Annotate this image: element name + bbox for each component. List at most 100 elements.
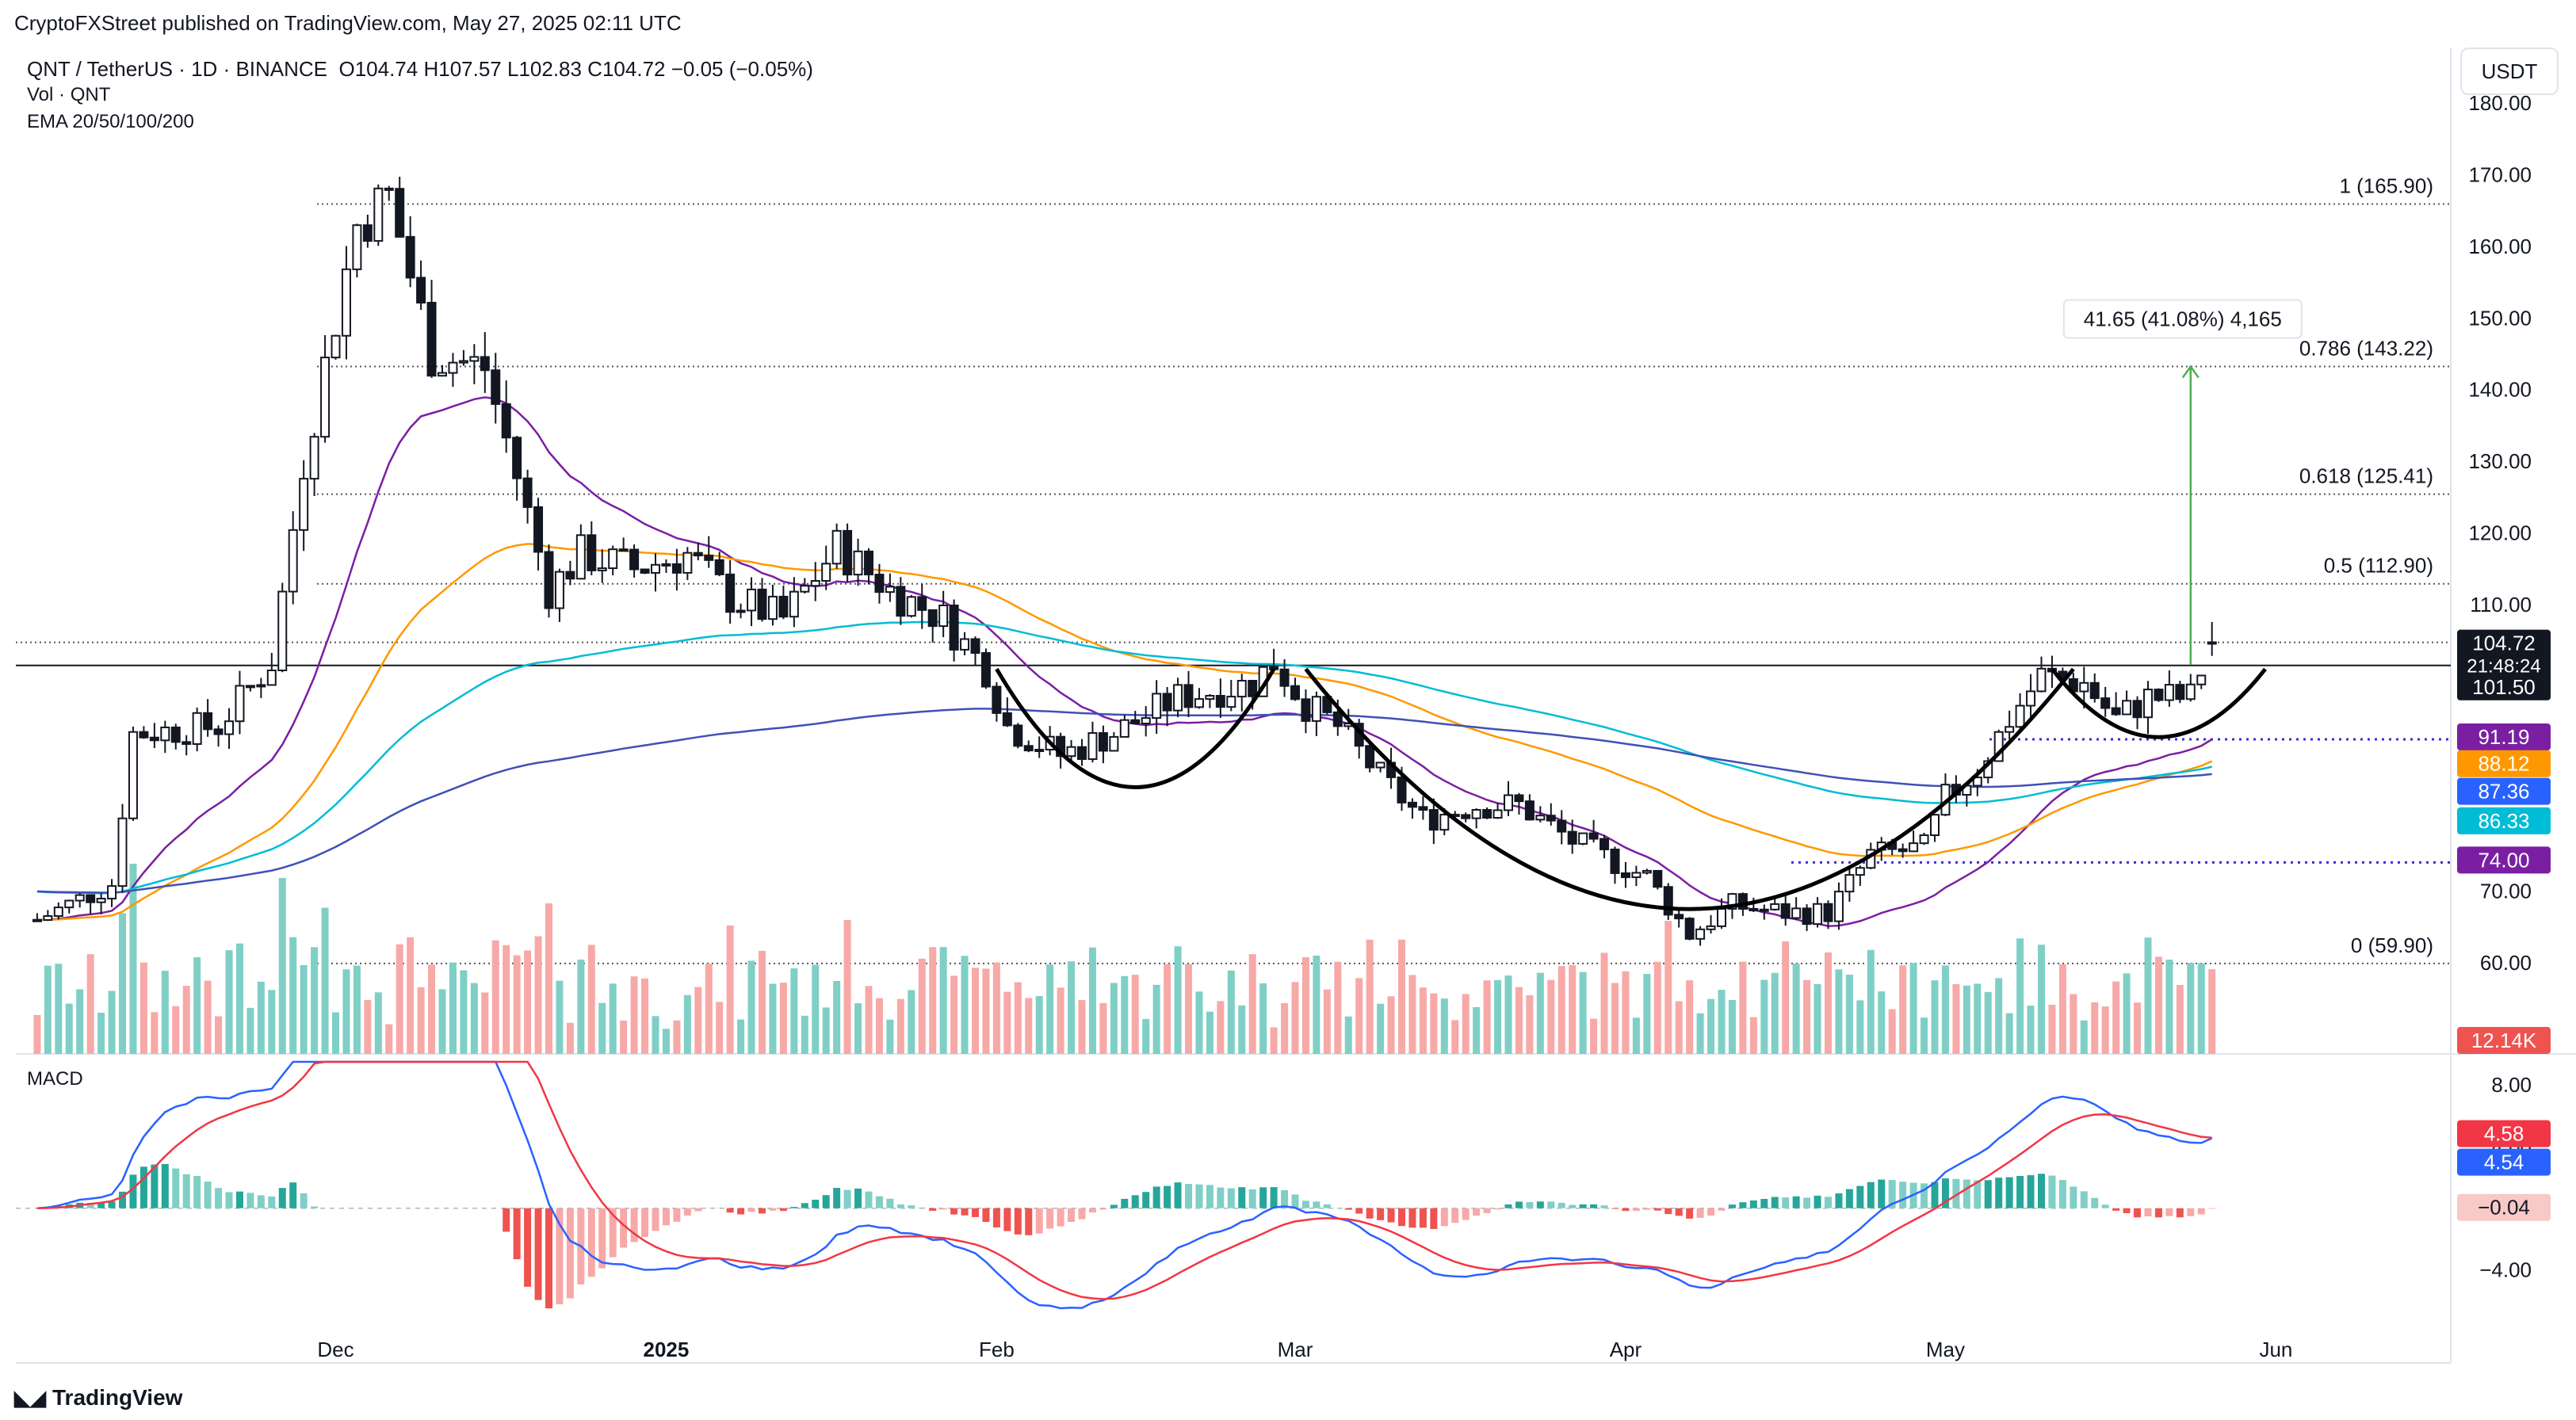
time-tick-label: Apr: [1610, 1338, 1642, 1361]
macd-histogram-bar: [1057, 1208, 1064, 1227]
volume-bar: [598, 1002, 606, 1054]
volume-bar: [759, 950, 766, 1054]
candle-body: [1823, 903, 1833, 922]
time-tick-label: Jun: [2259, 1338, 2292, 1361]
candle: [1844, 868, 1855, 902]
volume-bar: [620, 1020, 628, 1054]
macd-histogram-bar: [1046, 1208, 1054, 1229]
macd-histogram-bar: [673, 1208, 681, 1222]
volume-bar: [1536, 972, 1544, 1054]
macd-histogram-bar: [119, 1191, 126, 1208]
candle: [341, 246, 351, 360]
macd-histogram-bar: [172, 1168, 180, 1208]
macd-histogram-bar: [1952, 1178, 1960, 1208]
candle: [885, 573, 895, 602]
candle-body: [522, 477, 533, 508]
candle-body: [1695, 928, 1706, 940]
candle-body: [2175, 684, 2185, 700]
volume-bar: [961, 956, 969, 1054]
candle-body: [1183, 684, 1194, 708]
candle: [1162, 687, 1172, 727]
candle-body: [1301, 698, 1311, 722]
candle-body: [256, 684, 266, 688]
candle: [1119, 714, 1129, 738]
macd-histogram-bar: [1344, 1208, 1352, 1210]
volume-bar: [321, 907, 329, 1054]
macd-histogram-bar: [1142, 1192, 1150, 1208]
candle-body: [2132, 700, 2142, 719]
volume-bar: [790, 968, 798, 1054]
candle-body: [1684, 918, 1695, 940]
candle: [2185, 674, 2196, 702]
candle: [565, 560, 575, 586]
measure-arrow-head: [2181, 365, 2200, 379]
volume-bar: [2123, 973, 2131, 1054]
macd-histogram-bar: [1878, 1179, 1886, 1208]
candle-body: [362, 224, 373, 242]
fib-level-label: 0 (59.90): [2351, 933, 2433, 957]
candle-body: [373, 187, 384, 242]
cup-curve: [1304, 667, 2075, 911]
candle-body: [1109, 735, 1119, 752]
candle: [1205, 694, 1215, 708]
candle: [992, 681, 1002, 722]
volume-bar: [33, 1014, 41, 1054]
candle: [2005, 710, 2015, 740]
candle-body: [1620, 872, 1630, 879]
volume-bar: [1217, 1001, 1225, 1054]
macd-histogram-bar: [1664, 1208, 1672, 1215]
macd-histogram-bar: [1504, 1204, 1512, 1208]
volume-bar: [1313, 955, 1320, 1054]
candle: [1909, 830, 1919, 853]
volume-legend[interactable]: Vol · QNT: [27, 84, 111, 105]
candle: [1098, 725, 1108, 764]
candle-body: [53, 907, 63, 918]
candle: [725, 559, 736, 624]
macd-histogram-bar: [1686, 1208, 1694, 1219]
candle: [416, 260, 426, 311]
macd-histogram-bar: [1291, 1194, 1299, 1208]
volume-bar: [929, 947, 937, 1054]
tradingview-logo[interactable]: ◣◢ TradingView: [14, 1385, 182, 1410]
candle: [1109, 732, 1119, 752]
candle-body: [608, 548, 618, 570]
currency-button[interactable]: USDT: [2460, 48, 2559, 95]
candle: [224, 708, 234, 749]
price-tag-label: 86.33: [2478, 809, 2529, 833]
symbol-name[interactable]: QNT / TetherUS · 1D · BINANCE: [27, 57, 328, 81]
volume-bar: [385, 1024, 393, 1054]
candle-body: [1194, 698, 1204, 708]
candle: [587, 521, 597, 576]
candle: [1034, 736, 1045, 758]
macd-legend[interactable]: MACD: [27, 1068, 83, 1090]
macd-histogram-bar: [587, 1208, 595, 1277]
candle-body: [938, 604, 949, 628]
candle-body: [1087, 732, 1098, 760]
macd-histogram-bar: [2058, 1180, 2066, 1208]
time-tick-label: 2025: [644, 1338, 690, 1361]
macd-histogram-bar: [1728, 1204, 1736, 1208]
macd-tick-label: −4.00: [2479, 1258, 2532, 1282]
macd-histogram-bar: [737, 1208, 745, 1215]
candle: [693, 542, 703, 561]
candle: [554, 568, 564, 622]
macd-histogram-bar: [939, 1208, 947, 1210]
macd-histogram-bar: [235, 1191, 243, 1208]
volume-bar: [278, 877, 286, 1054]
candle: [906, 594, 916, 618]
volume-bar: [2112, 981, 2120, 1054]
candle-body: [1770, 903, 1780, 910]
volume-bar: [2027, 1006, 2035, 1054]
volume-bar: [1547, 979, 1555, 1054]
candle-body: [128, 731, 138, 819]
ema-legend[interactable]: EMA 20/50/100/200: [27, 111, 194, 132]
candle-body: [480, 356, 490, 372]
price-tag-label: 88.12: [2478, 752, 2529, 776]
candle-body: [1152, 693, 1162, 720]
candle-body: [1077, 746, 1087, 760]
candle: [1535, 806, 1546, 823]
candle: [75, 893, 85, 908]
candle: [2089, 673, 2100, 703]
macd-histogram-bar: [1270, 1187, 1278, 1208]
